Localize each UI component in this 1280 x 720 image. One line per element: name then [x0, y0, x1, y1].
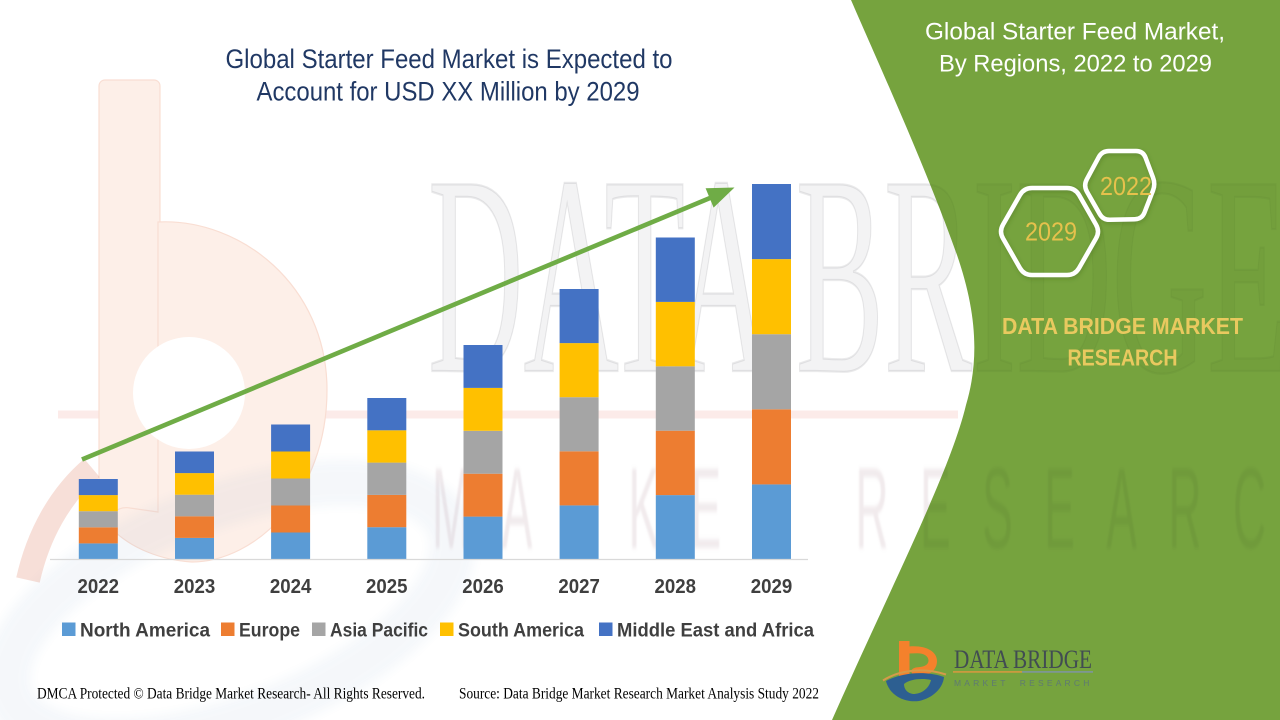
svg-text:Global Starter Feed Market is: Global Starter Feed Market is Expected t…: [226, 44, 673, 74]
svg-text:2026: 2026: [462, 576, 504, 598]
svg-text:Middle East and Africa: Middle East and Africa: [617, 620, 814, 641]
svg-text:2022: 2022: [78, 576, 120, 598]
svg-text:Europe: Europe: [239, 620, 300, 641]
svg-text:2029: 2029: [751, 576, 793, 598]
svg-text:RESEARCH: RESEARCH: [1068, 345, 1178, 371]
svg-text:2024: 2024: [270, 576, 312, 598]
svg-text:Global Starter Feed Market,: Global Starter Feed Market,: [925, 19, 1225, 46]
svg-text:North America: North America: [80, 620, 210, 641]
svg-text:2029: 2029: [1025, 217, 1077, 247]
svg-text:Account for USD XX Million by: Account for USD XX Million by 2029: [257, 77, 640, 107]
svg-text:2025: 2025: [366, 576, 408, 598]
svg-text:South America: South America: [458, 620, 584, 641]
svg-text:DATA BRIDGE MARKET: DATA BRIDGE MARKET: [1002, 313, 1244, 339]
svg-text:DMCA Protected © Data Bridge M: DMCA Protected © Data Bridge Market Rese…: [37, 686, 425, 703]
svg-text:2022: 2022: [1100, 171, 1152, 201]
svg-text:2023: 2023: [174, 576, 216, 598]
svg-text:MARKET RESEARCH: MARKET RESEARCH: [954, 678, 1093, 688]
svg-text:Source: Data Bridge Market Res: Source: Data Bridge Market Research Mark…: [459, 686, 819, 703]
svg-text:DATA BRIDGE: DATA BRIDGE: [954, 645, 1092, 674]
svg-text:Asia Pacific: Asia Pacific: [330, 620, 428, 641]
svg-text:2027: 2027: [558, 576, 600, 598]
svg-text:By Regions, 2022 to 2029: By Regions, 2022 to 2029: [939, 50, 1212, 77]
svg-text:2028: 2028: [655, 576, 697, 598]
